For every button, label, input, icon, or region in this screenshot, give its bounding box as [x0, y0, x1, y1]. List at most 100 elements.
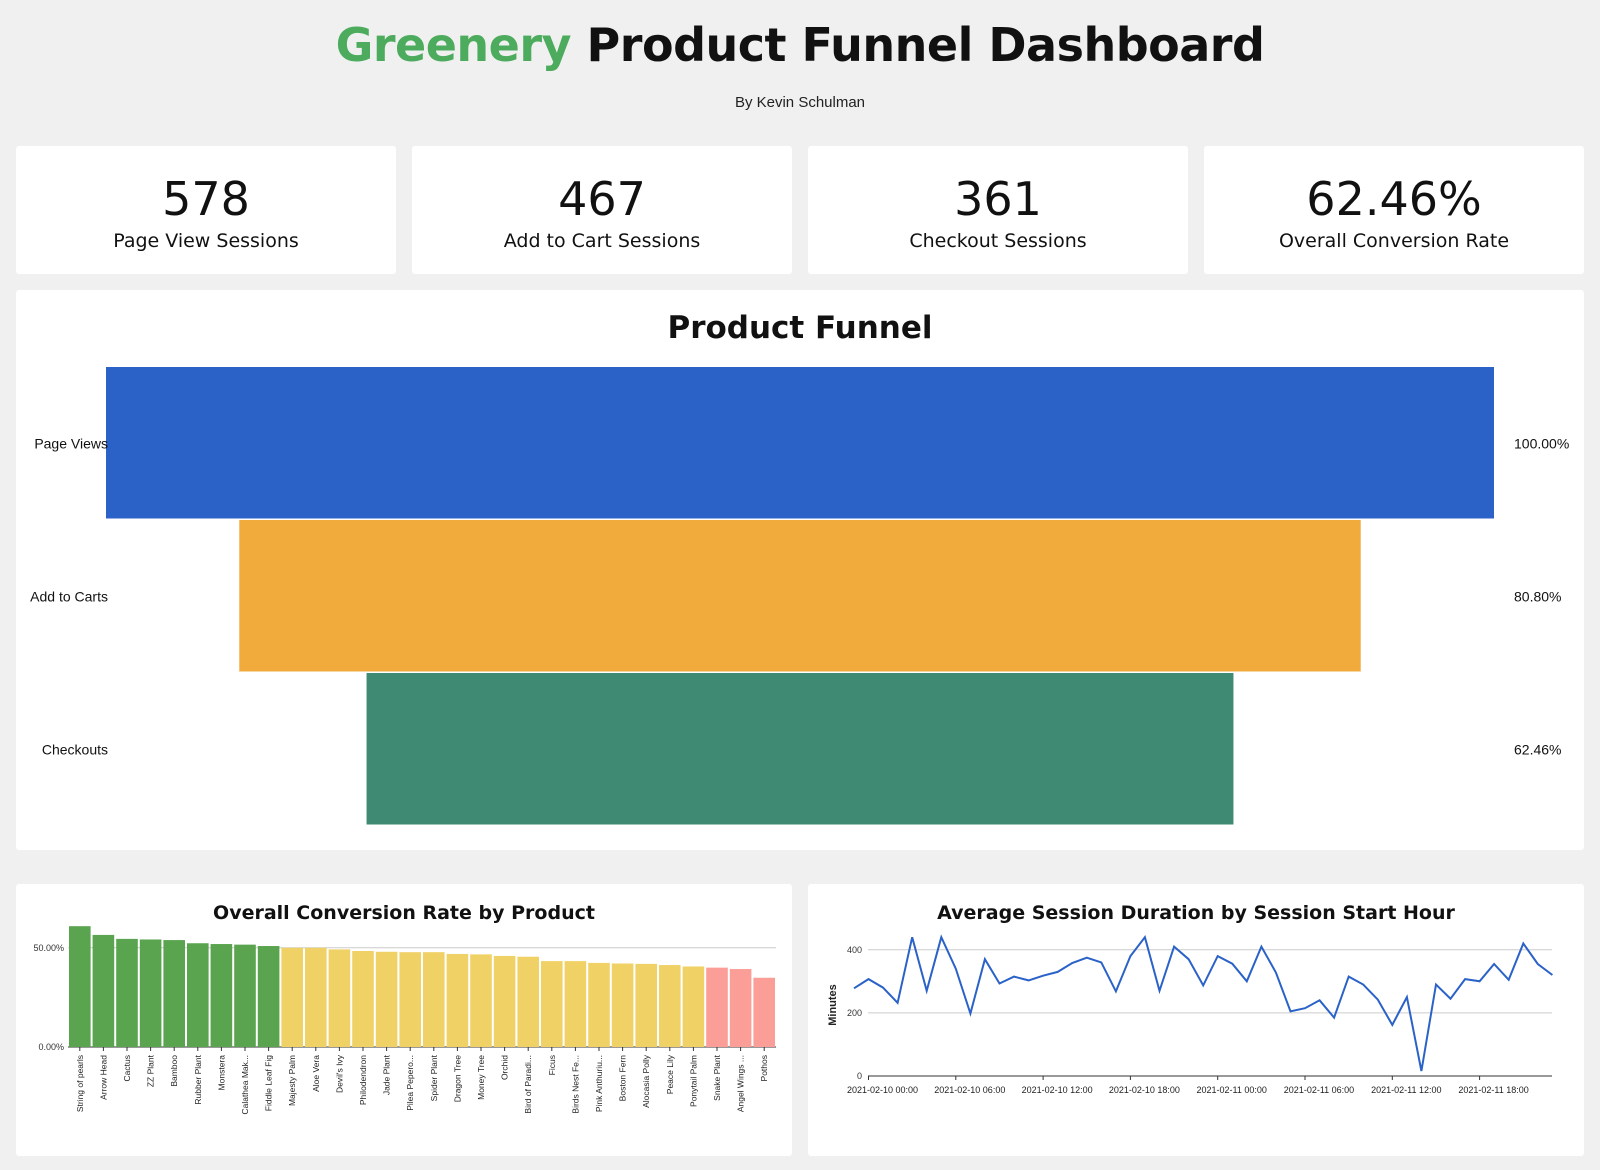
- bar: [588, 962, 610, 1047]
- session-duration-title: Average Session Duration by Session Star…: [937, 902, 1455, 924]
- x-tick-label: ZZ Plant: [146, 1054, 156, 1087]
- bar: [116, 938, 138, 1047]
- brand-name: Greenery: [335, 18, 572, 72]
- kpi-card-conversion-rate: 62.46% Overall Conversion Rate: [1204, 146, 1584, 274]
- x-tick-label: Cactus: [122, 1055, 132, 1081]
- funnel-bar-add-to-carts: [239, 520, 1361, 672]
- page-title: Greenery Product Funnel Dashboard: [0, 18, 1600, 72]
- bar: [470, 954, 492, 1047]
- bar: [139, 939, 162, 1047]
- funnel-bar-checkouts: [366, 673, 1234, 825]
- x-tick-label: Boston Fern: [618, 1055, 628, 1102]
- x-tick-label: Pink Anthuriu...: [594, 1055, 604, 1112]
- x-tick-label: 2021-02-11 06:00: [1284, 1085, 1354, 1095]
- funnel-percent-label: 100.00%: [1514, 436, 1569, 452]
- x-tick-label: 2021-02-11 18:00: [1458, 1085, 1528, 1095]
- bar: [234, 944, 256, 1047]
- x-tick-label: Bird of Paradi...: [523, 1055, 533, 1114]
- x-tick-label: Aloe Vera: [311, 1055, 321, 1092]
- kpi-card-checkout: 361 Checkout Sessions: [808, 146, 1188, 274]
- kpi-label: Overall Conversion Rate: [1278, 230, 1510, 252]
- bar: [659, 965, 681, 1047]
- x-tick-label: 2021-02-10 18:00: [1109, 1085, 1180, 1095]
- funnel-chart: Page Views 100.00% Add to Carts 80.80% Check…: [30, 367, 1569, 825]
- bar: [446, 953, 469, 1047]
- x-tick-label: Fiddle Leaf Fig: [264, 1055, 274, 1111]
- x-tick-label: Arrow Head: [98, 1055, 108, 1100]
- bar: [163, 940, 185, 1047]
- x-tick-label: Jade Plant: [382, 1054, 392, 1095]
- kpi-label: Add to Cart Sessions: [503, 230, 701, 252]
- byline: By Kevin Schulman: [734, 94, 866, 111]
- bar: [281, 947, 303, 1047]
- x-tick-label: Philodendron: [358, 1055, 368, 1105]
- x-tick-label: 2021-02-10 12:00: [1022, 1085, 1093, 1095]
- x-tick-label: Pilea Pepero...: [405, 1055, 415, 1111]
- x-tick-label: Calathea Mak...: [240, 1055, 250, 1115]
- y-axis-label: Minutes: [827, 984, 839, 1026]
- title-text: Product Funnel Dashboard: [571, 18, 1265, 72]
- x-tick-label: 2021-02-10 00:00: [847, 1085, 918, 1095]
- bar: [517, 956, 539, 1047]
- bar: [328, 949, 351, 1047]
- funnel-percent-label: 62.46%: [1514, 742, 1561, 758]
- bar: [92, 934, 115, 1047]
- funnel-bar-page-views: [106, 367, 1494, 519]
- session-duration-panel: Average Session Duration by Session Star…: [808, 884, 1584, 1156]
- x-tick-label: Pothos: [759, 1055, 769, 1081]
- y-tick-label: 200: [847, 1008, 862, 1018]
- y-tick-label: 400: [847, 945, 862, 955]
- bar: [611, 963, 634, 1047]
- x-tick-label: Monstera: [216, 1055, 226, 1091]
- x-tick-label: Rubber Plant: [193, 1054, 203, 1104]
- x-tick-label: Devil's Ivy: [334, 1054, 344, 1093]
- x-tick-label: 2021-02-11 00:00: [1196, 1085, 1266, 1095]
- x-tick-label: Ponytail Palm: [688, 1055, 698, 1107]
- product-conversion-panel: Overall Conversion Rate by Product 0.00%…: [16, 884, 792, 1156]
- y-tick-label: 0: [857, 1071, 862, 1081]
- funnel-stage-label: Page Views: [34, 436, 108, 452]
- x-tick-label: Ficus: [547, 1055, 557, 1075]
- bar: [635, 963, 657, 1047]
- bar: [69, 926, 91, 1047]
- x-tick-label: Peace Lily: [665, 1054, 675, 1094]
- x-tick-label: Birds Nest Fe...: [570, 1055, 580, 1114]
- bar: [305, 947, 327, 1047]
- product-conversion-chart: 0.00% 50.00% String of pearls Arrow Head Cac…: [33, 926, 776, 1115]
- bar: [706, 967, 728, 1047]
- x-tick-label: Alocasia Polly: [641, 1054, 651, 1108]
- x-tick-label: 2021-02-10 06:00: [934, 1085, 1005, 1095]
- bar: [423, 952, 445, 1047]
- kpi-value: 467: [558, 172, 646, 226]
- bar: [729, 969, 752, 1047]
- kpi-card-page-views: 578 Page View Sessions: [16, 146, 396, 274]
- x-tick-label: Snake Plant: [712, 1054, 722, 1100]
- funnel-stage-label: Add to Carts: [30, 589, 108, 605]
- bar: [399, 952, 421, 1047]
- duration-line: [853, 934, 1554, 1072]
- funnel-title: Product Funnel: [667, 310, 933, 346]
- x-tick-label: Dragon Tree: [452, 1055, 462, 1103]
- kpi-value: 361: [954, 172, 1042, 226]
- x-tick-label: String of pearls: [75, 1055, 85, 1112]
- bar: [493, 955, 516, 1047]
- x-tick-label: Money Tree: [476, 1055, 486, 1100]
- kpi-label: Checkout Sessions: [909, 230, 1087, 252]
- kpi-label: Page View Sessions: [113, 230, 299, 252]
- kpi-value: 578: [162, 172, 250, 226]
- kpi-value: 62.46%: [1306, 172, 1482, 226]
- session-duration-chart: 0 200 400 Minutes 2021-02-10 00:00 2021-02-10…: [827, 934, 1554, 1095]
- y-tick-label: 0.00%: [38, 1042, 64, 1052]
- kpi-card-add-to-cart: 467 Add to Cart Sessions: [412, 146, 792, 274]
- bar: [541, 961, 563, 1047]
- x-tick-label: Majesty Palm: [287, 1055, 297, 1106]
- x-tick-label: Orchid: [500, 1055, 510, 1080]
- bar: [257, 946, 280, 1047]
- product-conversion-title: Overall Conversion Rate by Product: [213, 902, 595, 924]
- bar: [564, 961, 587, 1047]
- bar: [682, 966, 705, 1047]
- x-tick-label: Spider Plant: [429, 1054, 439, 1101]
- funnel-panel: Product Funnel Page Views 100.00% Add to C…: [16, 290, 1584, 850]
- bar: [210, 944, 233, 1047]
- bar: [352, 950, 374, 1047]
